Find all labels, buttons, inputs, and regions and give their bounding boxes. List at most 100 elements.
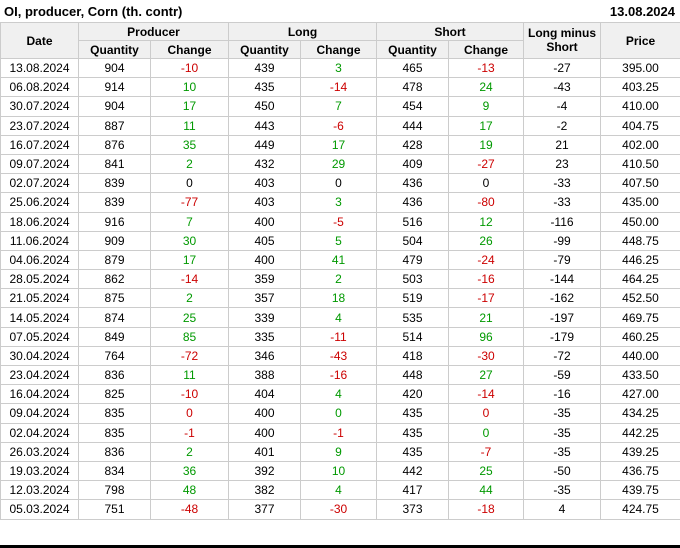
cell-producer-quantity: 835: [78, 422, 151, 443]
cell-short-quantity: 435: [376, 441, 450, 462]
cell-producer-quantity: 916: [78, 211, 151, 232]
cell-short-change: -30: [448, 345, 525, 367]
cell-producer-change: 10: [150, 77, 229, 98]
cell-price: 450.00: [600, 211, 680, 232]
cell-producer-quantity: 835: [78, 403, 151, 424]
cell-price: 460.25: [600, 326, 680, 347]
cell-short-change: 24: [448, 77, 525, 98]
cell-producer-quantity: 825: [78, 384, 151, 405]
cell-date: 05.03.2024: [0, 499, 79, 520]
table-row: 09.07.2024 841 2 432 29 409 -27 23 410.5…: [0, 153, 680, 175]
cell-long-minus-short: -43: [523, 77, 602, 98]
cell-price: 410.50: [600, 153, 680, 175]
cell-long-minus-short: -59: [523, 364, 602, 386]
table-row: 02.07.2024 839 0 403 0 436 0 -33 407.50: [0, 173, 680, 194]
cell-date: 21.05.2024: [0, 288, 79, 309]
cell-short-quantity: 535: [376, 307, 450, 328]
cell-date: 06.08.2024: [0, 77, 79, 98]
cell-long-minus-short: -72: [523, 345, 602, 367]
table-row: 25.06.2024 839 -77 403 3 436 -80 -33 435…: [0, 192, 680, 213]
header-long-change: Change: [299, 40, 378, 59]
cell-long-quantity: 401: [228, 441, 301, 462]
cell-short-change: -80: [448, 192, 525, 213]
cell-long-minus-short: -27: [523, 57, 602, 79]
cell-price: 436.75: [600, 460, 680, 482]
header-short-change: Change: [448, 40, 525, 59]
cell-date: 14.05.2024: [0, 307, 79, 328]
cell-long-minus-short: -144: [523, 269, 602, 290]
cell-date: 07.05.2024: [0, 326, 79, 347]
cell-long-minus-short: -197: [523, 307, 602, 328]
cell-long-minus-short: -33: [523, 192, 602, 213]
cell-price: 442.25: [600, 422, 680, 443]
cell-price: 446.25: [600, 249, 680, 271]
cell-producer-change: 17: [150, 96, 229, 117]
cell-long-quantity: 400: [228, 211, 301, 232]
cell-producer-change: -1: [150, 422, 229, 443]
cell-long-minus-short: -2: [523, 115, 602, 136]
cell-long-minus-short: -16: [523, 384, 602, 405]
cell-short-change: 21: [448, 307, 525, 328]
cell-short-quantity: 373: [376, 499, 450, 520]
cell-producer-change: 11: [150, 364, 229, 386]
cell-producer-change: 0: [150, 403, 229, 424]
cell-long-quantity: 403: [228, 173, 301, 194]
cell-date: 28.05.2024: [0, 269, 79, 290]
cell-long-change: 7: [299, 96, 378, 117]
cell-producer-quantity: 876: [78, 134, 151, 155]
cell-short-change: -17: [448, 288, 525, 309]
table-row: 16.07.2024 876 35 449 17 428 19 21 402.0…: [0, 134, 680, 155]
cell-producer-quantity: 879: [78, 249, 151, 271]
cell-long-quantity: 450: [228, 96, 301, 117]
cell-short-quantity: 514: [376, 326, 450, 347]
cell-producer-change: 2: [150, 153, 229, 175]
cell-producer-quantity: 887: [78, 115, 151, 136]
cell-short-change: 96: [448, 326, 525, 347]
cell-date: 18.06.2024: [0, 211, 79, 232]
cell-producer-change: 0: [150, 173, 229, 194]
header-date: Date: [0, 22, 79, 59]
cell-producer-quantity: 834: [78, 460, 151, 482]
cell-producer-change: -10: [150, 384, 229, 405]
table-row: 18.06.2024 916 7 400 -5 516 12 -116 450.…: [0, 211, 680, 232]
cell-long-quantity: 400: [228, 403, 301, 424]
cell-long-minus-short: -116: [523, 211, 602, 232]
cell-short-quantity: 504: [376, 230, 450, 251]
cell-long-change: 0: [299, 403, 378, 424]
cell-long-minus-short: -35: [523, 480, 602, 501]
cell-long-quantity: 335: [228, 326, 301, 347]
table-row: 12.03.2024 798 48 382 4 417 44 -35 439.7…: [0, 480, 680, 501]
table-body: 13.08.2024 904 -10 439 3 465 -13 -27 395…: [0, 57, 680, 520]
cell-long-change: -11: [299, 326, 378, 347]
cell-producer-quantity: 841: [78, 153, 151, 175]
header-short-quantity: Quantity: [376, 40, 450, 59]
cell-date: 02.07.2024: [0, 173, 79, 194]
cell-short-change: 17: [448, 115, 525, 136]
cell-short-change: 19: [448, 134, 525, 155]
cell-date: 12.03.2024: [0, 480, 79, 501]
table-row: 19.03.2024 834 36 392 10 442 25 -50 436.…: [0, 460, 680, 482]
cell-long-minus-short: -162: [523, 288, 602, 309]
cell-producer-quantity: 904: [78, 57, 151, 79]
cell-producer-change: -14: [150, 269, 229, 290]
header-price: Price: [600, 22, 680, 59]
table-row: 23.07.2024 887 11 443 -6 444 17 -2 404.7…: [0, 115, 680, 136]
cell-long-change: 4: [299, 307, 378, 328]
table-row: 30.07.2024 904 17 450 7 454 9 -4 410.00: [0, 96, 680, 117]
cell-long-minus-short: -35: [523, 403, 602, 424]
cell-short-change: 0: [448, 173, 525, 194]
cell-long-quantity: 449: [228, 134, 301, 155]
cell-producer-quantity: 836: [78, 364, 151, 386]
cell-long-change: 3: [299, 57, 378, 79]
cell-producer-change: -48: [150, 499, 229, 520]
cell-producer-change: 7: [150, 211, 229, 232]
cell-long-change: 18: [299, 288, 378, 309]
cell-long-minus-short: 21: [523, 134, 602, 155]
cell-long-change: 4: [299, 480, 378, 501]
cell-long-quantity: 357: [228, 288, 301, 309]
cell-producer-change: 36: [150, 460, 229, 482]
cell-short-quantity: 428: [376, 134, 450, 155]
cell-producer-change: 2: [150, 441, 229, 462]
cell-date: 26.03.2024: [0, 441, 79, 462]
cell-price: 404.75: [600, 115, 680, 136]
